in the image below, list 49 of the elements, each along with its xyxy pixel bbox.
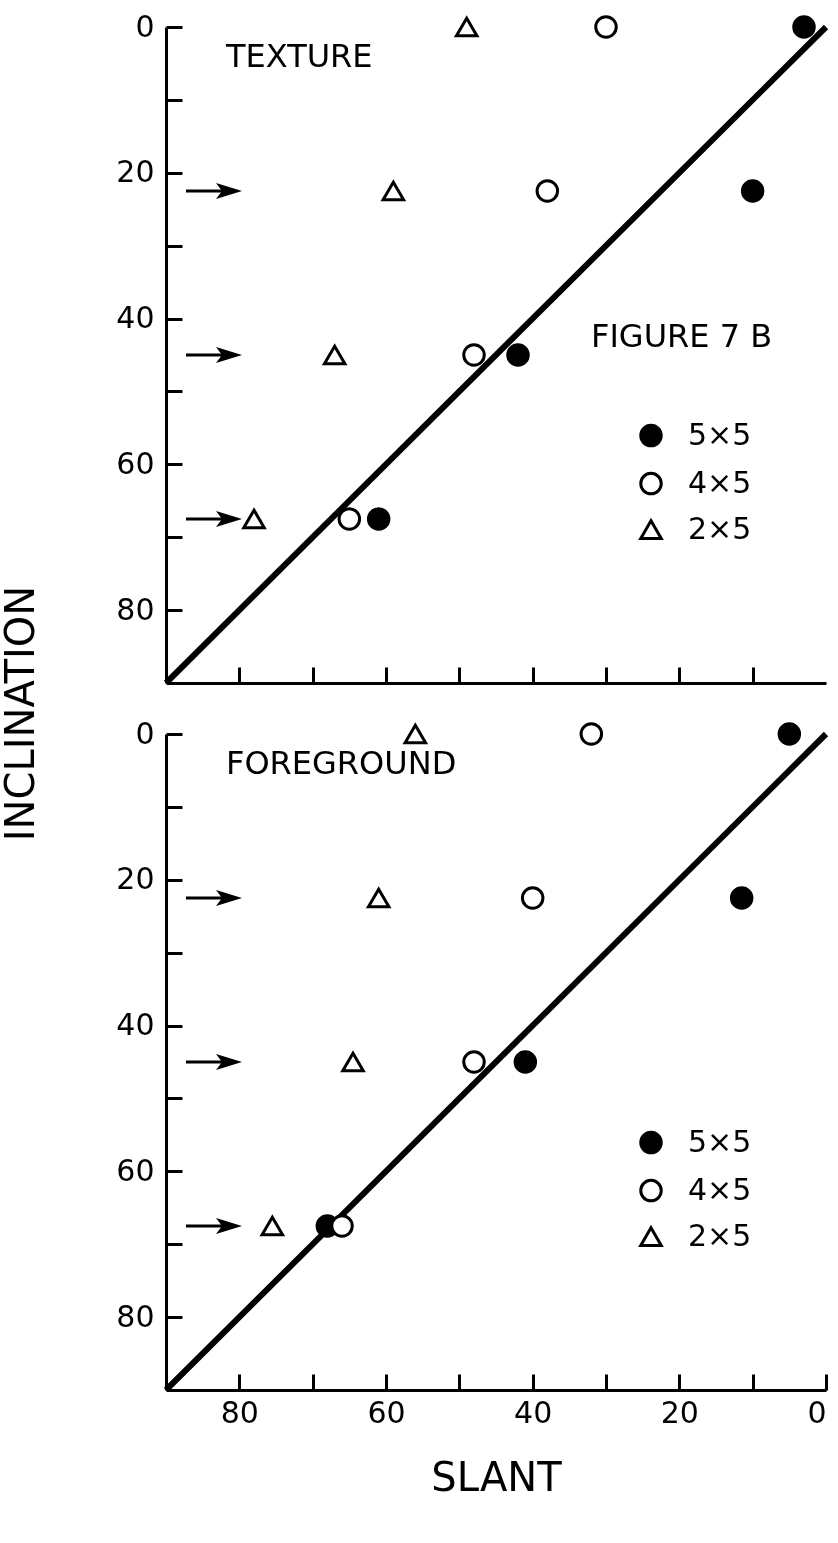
point xyxy=(260,1215,285,1237)
point xyxy=(462,1050,486,1074)
x-tick-label: 0 xyxy=(807,1394,827,1430)
legend-label: 2×5 xyxy=(688,1217,752,1253)
y-tick-label: 40 xyxy=(116,1007,155,1043)
y-axis-title: INCLINATION xyxy=(0,585,43,842)
y-tick-label: 20 xyxy=(116,861,155,897)
point xyxy=(337,507,362,531)
y-tick-label: 60 xyxy=(116,1152,155,1188)
point xyxy=(792,15,816,39)
chart-title: FOREGROUND xyxy=(226,744,457,782)
point xyxy=(594,15,618,39)
point xyxy=(729,886,754,910)
x-tick-label: 20 xyxy=(660,1394,699,1430)
point xyxy=(366,507,391,531)
x-tick-label: 80 xyxy=(220,1394,259,1430)
point xyxy=(506,343,530,367)
y-tick-label: 80 xyxy=(116,1298,155,1334)
point xyxy=(579,722,604,746)
chart-title: TEXTURE xyxy=(225,37,373,75)
legend-label: 4×5 xyxy=(688,1171,752,1207)
point xyxy=(381,180,406,202)
point xyxy=(454,16,479,38)
point xyxy=(341,1051,365,1073)
y-tick-label: 20 xyxy=(116,154,155,190)
point xyxy=(242,508,266,530)
legend-label: 5×5 xyxy=(688,416,752,452)
y-tick-label: 0 xyxy=(135,715,155,751)
x-axis-title: SLANT xyxy=(431,1453,563,1500)
legend-label: 5×5 xyxy=(688,1123,752,1159)
x-tick-label: 60 xyxy=(367,1394,406,1430)
point xyxy=(777,722,802,746)
legend-label: 4×5 xyxy=(688,464,752,500)
point xyxy=(366,887,391,909)
point xyxy=(520,886,545,910)
annotation: FIGURE 7 B xyxy=(591,317,773,355)
point xyxy=(740,179,765,203)
point xyxy=(462,343,486,367)
x-tick-label: 40 xyxy=(514,1394,553,1430)
point xyxy=(403,723,428,745)
y-tick-label: 40 xyxy=(116,300,155,336)
y-tick-label: 60 xyxy=(116,445,155,481)
legend-label: 2×5 xyxy=(688,510,752,546)
y-tick-label: 0 xyxy=(135,8,155,44)
point xyxy=(513,1050,538,1074)
point xyxy=(330,1214,354,1238)
point xyxy=(322,344,347,366)
point xyxy=(535,179,560,203)
y-tick-label: 80 xyxy=(116,591,155,627)
